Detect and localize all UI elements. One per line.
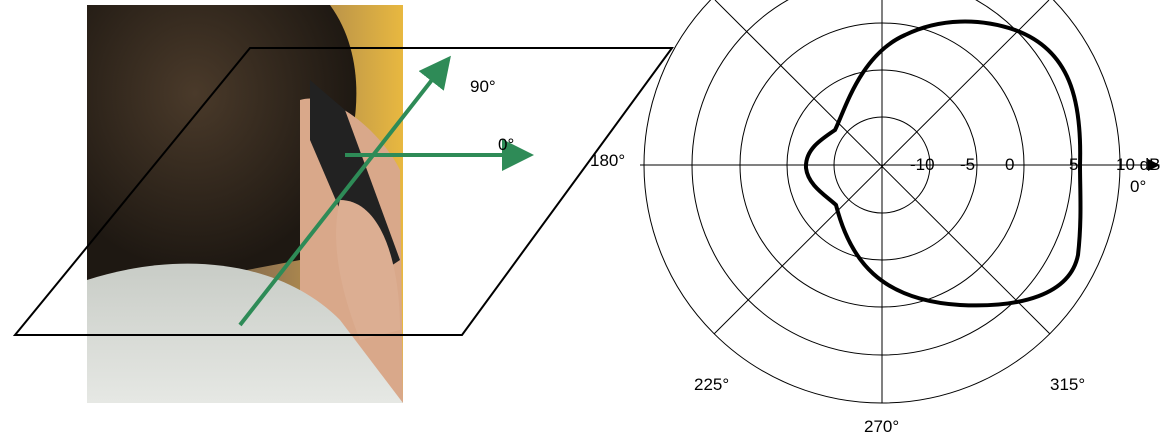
angle-label: 0° [1130,177,1146,196]
polar-grid [640,0,1160,404]
ring-label: 0 [1005,155,1014,174]
photo-label: 0° [498,135,514,154]
angle-label: 315° [1050,375,1085,394]
ring-label: 5 [1069,155,1078,174]
photo [87,5,403,403]
photo-label: 90° [470,77,496,96]
angle-label: 225° [694,375,729,394]
ring-label: -10 [910,155,935,174]
arrow-90 [238,55,451,327]
pattern-curve [804,19,1083,308]
ring-label: 10 dB [1116,155,1160,174]
ring-label: -5 [960,155,975,174]
plane [12,47,674,336]
angle-label: 270° [864,417,899,435]
angle-label: 180° [590,151,625,170]
